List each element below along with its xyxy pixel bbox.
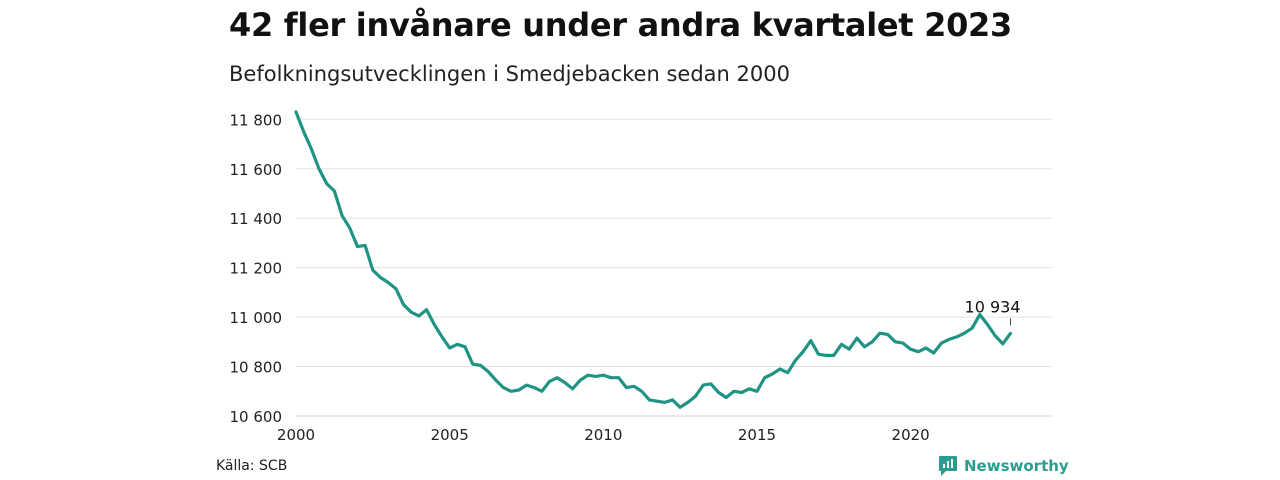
y-axis: 10 600 10 800 11 000 11 200 11 400 11 600 11 8… [230, 111, 283, 426]
chart-title: 42 fler invånare under andra kvartalet 2… [229, 6, 1012, 44]
grid-lines [296, 118, 1052, 417]
y-tick-label: 11 200 [230, 260, 283, 278]
x-tick-label: 2000 [277, 426, 315, 444]
brand-logo[interactable]: Newsworthy [938, 455, 1069, 477]
y-tick-label: 11 000 [230, 309, 283, 327]
x-tick-label: 2020 [892, 426, 930, 444]
x-tick-label: 2010 [584, 426, 622, 444]
source-note: Källa: SCB [216, 458, 288, 474]
brand-name: Newsworthy [964, 457, 1069, 475]
y-tick-label: 10 600 [230, 408, 283, 426]
x-tick-label: 2005 [431, 426, 469, 444]
y-tick-label: 11 400 [230, 210, 283, 228]
series-group [294, 110, 1013, 409]
series-line [294, 110, 1013, 409]
y-tick-label: 11 600 [230, 161, 283, 179]
annotation-label: 10 934 [965, 297, 1021, 316]
chart-subtitle: Befolkningsutvecklingen i Smedjebacken s… [229, 62, 790, 86]
y-tick-label: 10 800 [230, 359, 283, 377]
x-axis: 2000 2005 2010 2015 2020 [277, 426, 930, 444]
newsworthy-logo-icon [939, 456, 957, 476]
annotation-group: 10 934 [965, 297, 1021, 326]
y-tick-label: 11 800 [230, 111, 283, 129]
x-tick-label: 2015 [738, 426, 776, 444]
